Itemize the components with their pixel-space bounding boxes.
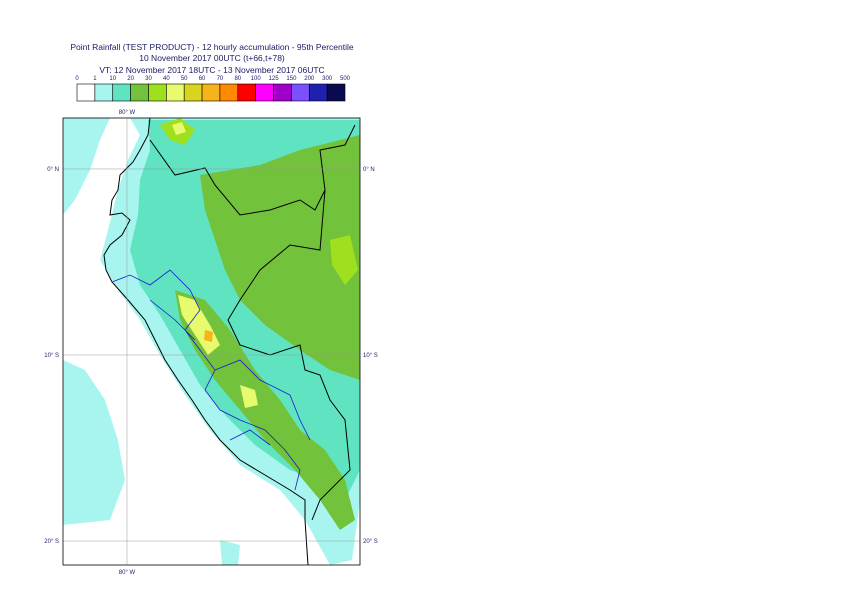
title: Point Rainfall (TEST PRODUCT) - 12 hourl…: [70, 42, 354, 52]
legend-swatch: [166, 83, 185, 102]
legend-tick-label: 150: [286, 76, 297, 82]
legend-tick-label: 100: [251, 76, 262, 82]
legend-swatch: [255, 83, 274, 102]
legend-tick-label: 125: [269, 76, 280, 82]
legend-swatch: [130, 83, 149, 102]
legend-tick-label: 40: [163, 76, 170, 82]
legend-tick-label: 30: [145, 76, 152, 82]
legend-tick-label: 1: [93, 76, 97, 82]
lon-label: 80° W: [119, 570, 136, 576]
legend-tick-label: 20: [127, 76, 134, 82]
legend-swatch: [219, 83, 239, 102]
legend-tick-label: 50: [181, 76, 188, 82]
lon-label: 80° W: [119, 110, 136, 116]
legend-swatch: [76, 83, 96, 102]
lat-label: 20° S: [44, 539, 59, 545]
legend-tick-label: 200: [304, 76, 315, 82]
graticule: 80° W 80° W 0° N 0° N 10° S 10° S 20° S 20° S: [44, 110, 378, 576]
legend-tick-label: 80: [234, 76, 241, 82]
legend-swatch: [148, 83, 167, 102]
legend-swatch: [308, 83, 328, 102]
lat-label: 0° N: [47, 167, 59, 173]
legend-tick-label: 500: [340, 76, 351, 82]
legend-swatch: [237, 83, 256, 102]
legend-swatch: [326, 83, 346, 102]
legend-swatch: [291, 83, 310, 102]
legend-tick-label: 60: [199, 76, 206, 82]
lat-label: 0° N: [363, 167, 375, 173]
legend-swatch: [201, 83, 221, 102]
lat-label: 10° S: [363, 353, 378, 359]
legend-tick-label: 0: [75, 76, 79, 82]
subtitle: 10 November 2017 00UTC (t+66,t+78): [139, 53, 285, 63]
valid-time: VT: 12 November 2017 18UTC - 13 November…: [99, 65, 324, 75]
legend-swatch: [273, 83, 292, 102]
lat-label: 10° S: [44, 353, 59, 359]
lat-label: 20° S: [363, 539, 378, 545]
map: [63, 118, 360, 565]
legend-tick-label: 10: [109, 76, 116, 82]
legend-tick-label: 300: [322, 76, 333, 82]
map-frame: [62, 117, 361, 566]
legend-swatch: [183, 83, 203, 102]
legend: 0 1 10 20 30 40 50 60 70 80 100 125 150 200 300 500: [75, 76, 351, 102]
legend-swatch: [112, 83, 131, 102]
legend-swatch: [94, 83, 114, 102]
legend-tick-label: 70: [217, 76, 224, 82]
